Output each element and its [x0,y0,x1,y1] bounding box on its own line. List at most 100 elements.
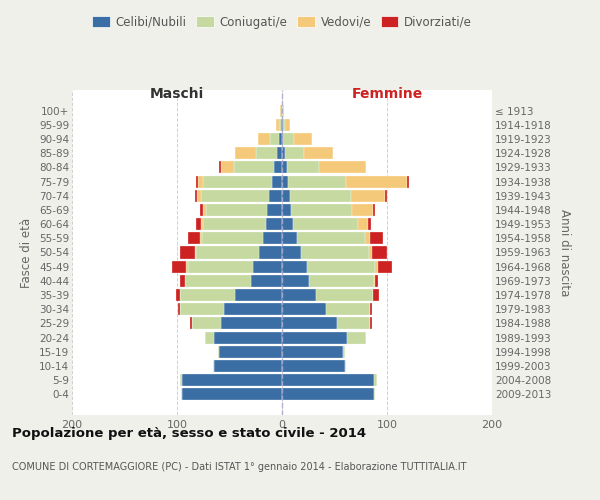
Bar [268,204,282,216]
Bar [282,374,374,386]
Text: Maschi: Maschi [150,87,204,101]
Bar [187,260,253,272]
Bar [202,232,263,244]
Bar [282,246,301,258]
Bar [293,218,358,230]
Bar [370,303,372,315]
Text: Femmine: Femmine [352,87,422,101]
Bar [282,133,283,145]
Bar [346,176,407,188]
Bar [352,204,373,216]
Bar [195,246,196,258]
Bar [293,133,313,145]
Bar [180,289,235,301]
Bar [279,119,281,131]
Bar [219,162,221,173]
Bar [251,275,282,287]
Bar [180,246,195,258]
Bar [282,332,347,344]
Bar [198,176,203,188]
Bar [235,148,256,160]
Bar [269,190,282,202]
Bar [290,190,351,202]
Bar [385,190,387,202]
Bar [374,388,376,400]
Bar [203,204,206,216]
Bar [188,232,200,244]
Bar [201,190,269,202]
Bar [282,346,343,358]
Bar [192,318,221,330]
Bar [178,303,180,315]
Bar [266,218,282,230]
Bar [283,119,284,131]
Bar [282,360,345,372]
Bar [282,260,307,272]
Bar [377,260,392,272]
Bar [370,318,372,330]
Bar [200,204,203,216]
Bar [196,218,201,230]
Bar [345,360,346,372]
Bar [368,218,371,230]
Bar [195,190,197,202]
Bar [316,289,373,301]
Bar [282,388,374,400]
Bar [282,190,290,202]
Bar [376,260,377,272]
Bar [214,360,282,372]
Bar [347,332,366,344]
Bar [271,176,282,188]
Bar [180,275,185,287]
Bar [258,133,271,145]
Bar [374,275,376,287]
Bar [196,176,198,188]
Bar [256,148,277,160]
Text: COMUNE DI CORTEMAGGIORE (PC) - Dati ISTAT 1° gennaio 2014 - Elaborazione TUTTITA: COMUNE DI CORTEMAGGIORE (PC) - Dati ISTA… [12,462,467,472]
Bar [219,346,282,358]
Bar [407,176,409,188]
Bar [319,162,366,173]
Bar [282,148,285,160]
Bar [180,303,224,315]
Bar [218,346,219,358]
Bar [296,232,365,244]
Bar [180,374,182,386]
Bar [197,190,201,202]
Bar [307,260,376,272]
Bar [201,218,203,230]
Bar [374,374,377,386]
Bar [277,148,282,160]
Bar [206,204,268,216]
Bar [214,332,282,344]
Bar [172,260,187,272]
Bar [376,275,377,287]
Bar [279,133,282,145]
Bar [283,133,293,145]
Bar [200,232,202,244]
Bar [280,105,281,117]
Bar [326,303,370,315]
Bar [212,360,214,372]
Bar [370,232,383,244]
Bar [221,318,282,330]
Bar [263,232,282,244]
Text: Popolazione per età, sesso e stato civile - 2014: Popolazione per età, sesso e stato civil… [12,428,366,440]
Bar [284,119,290,131]
Bar [203,218,266,230]
Bar [283,105,284,117]
Bar [282,289,316,301]
Bar [372,246,387,258]
Bar [282,218,293,230]
Bar [176,289,180,301]
Bar [221,162,234,173]
Y-axis label: Fasce di età: Fasce di età [20,218,34,288]
Bar [369,246,372,258]
Bar [182,374,282,386]
Bar [289,176,346,188]
Bar [190,318,192,330]
Bar [282,275,310,287]
Bar [205,332,214,344]
Bar [310,275,374,287]
Bar [282,176,289,188]
